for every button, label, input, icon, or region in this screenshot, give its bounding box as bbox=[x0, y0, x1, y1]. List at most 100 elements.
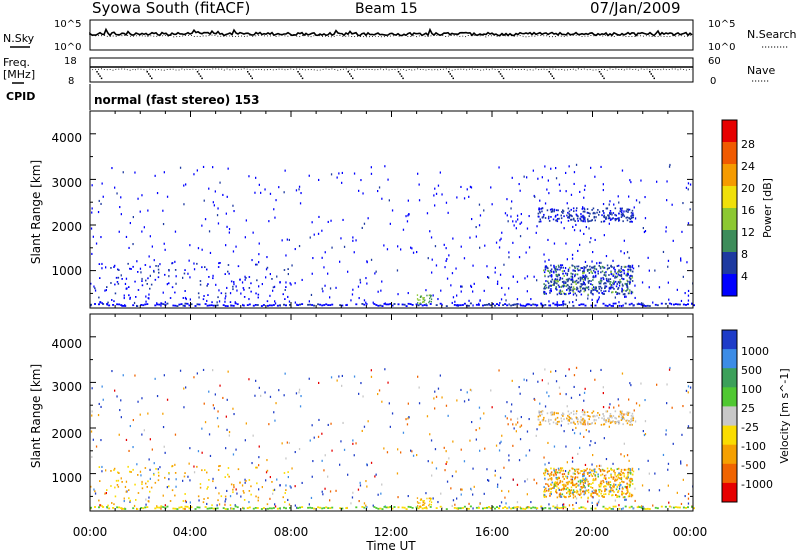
velocity-cell bbox=[600, 482, 603, 485]
power-cell bbox=[665, 230, 667, 233]
velocity-cell bbox=[193, 465, 195, 468]
velocity-cell bbox=[389, 506, 392, 508]
power-cell bbox=[341, 181, 343, 184]
velocity-cell bbox=[618, 422, 621, 424]
velocity-cell bbox=[612, 494, 614, 496]
power-cell bbox=[353, 172, 356, 175]
velocity-cell bbox=[569, 417, 572, 420]
velocity-cell bbox=[519, 392, 521, 395]
velocity-cell bbox=[557, 476, 559, 479]
power-cell bbox=[424, 299, 426, 301]
velocity-cell bbox=[446, 480, 449, 483]
velocity-cell bbox=[539, 421, 541, 424]
power-cell bbox=[582, 220, 584, 223]
power-cell bbox=[594, 212, 596, 215]
velocity-cell bbox=[232, 491, 234, 494]
velocity-cell bbox=[381, 483, 383, 486]
power-cell bbox=[482, 304, 484, 307]
power-colorbar-label: Power [dB] bbox=[761, 178, 774, 238]
nave-drop-mark bbox=[598, 71, 601, 73]
power-cell bbox=[470, 186, 473, 189]
power-cell bbox=[608, 222, 610, 225]
velocity-cell bbox=[603, 477, 605, 479]
power-cell bbox=[550, 288, 552, 290]
velocity-cell bbox=[597, 501, 600, 504]
velocity-cell bbox=[494, 474, 496, 477]
velocity-cell bbox=[627, 468, 629, 471]
power-cell bbox=[556, 282, 558, 285]
power-cell bbox=[555, 286, 557, 288]
velocity-cell bbox=[667, 462, 670, 465]
power-cell bbox=[541, 210, 543, 213]
power-cell bbox=[284, 298, 286, 300]
power-cell bbox=[446, 258, 448, 261]
velocity-cell bbox=[599, 488, 602, 491]
velocity-cell bbox=[654, 506, 657, 509]
power-cell bbox=[294, 282, 296, 285]
velocity-cell bbox=[115, 479, 118, 482]
power-cell bbox=[294, 248, 296, 251]
power-cell bbox=[260, 191, 262, 194]
power-cell bbox=[504, 212, 507, 215]
velocity-cell bbox=[589, 471, 592, 474]
power-cell bbox=[626, 284, 628, 287]
power-cell bbox=[618, 284, 621, 287]
velocity-cell bbox=[621, 493, 623, 496]
velocity-cell bbox=[687, 497, 690, 500]
velocity-cell bbox=[194, 508, 197, 510]
velocity-cell bbox=[524, 480, 526, 483]
power-cell bbox=[548, 300, 550, 303]
power-cell bbox=[452, 296, 455, 299]
power-cell bbox=[134, 171, 136, 174]
power-cell bbox=[685, 304, 687, 306]
power-cell bbox=[587, 286, 590, 288]
power-cell bbox=[587, 218, 589, 221]
velocity-cell bbox=[424, 502, 426, 504]
velocity-cell bbox=[620, 468, 623, 471]
velocity-cell bbox=[450, 487, 452, 490]
velocity-cell bbox=[321, 490, 323, 493]
power-cell bbox=[563, 227, 565, 230]
power-cell bbox=[571, 278, 573, 281]
velocity-cell bbox=[555, 370, 557, 373]
velocity-cell bbox=[478, 427, 481, 430]
power-cell bbox=[627, 208, 629, 211]
velocity-cell bbox=[470, 487, 472, 490]
power-cell bbox=[429, 230, 431, 233]
power-cell bbox=[624, 302, 627, 305]
power-cell bbox=[172, 304, 175, 307]
velocity-cell bbox=[156, 505, 158, 508]
velocity-cell bbox=[560, 420, 563, 423]
velocity-cell bbox=[431, 474, 433, 477]
power-cell bbox=[602, 302, 605, 305]
velocity-cell bbox=[104, 492, 106, 495]
power-cell bbox=[241, 281, 244, 284]
power-cell bbox=[603, 234, 605, 237]
power-cell bbox=[630, 217, 633, 219]
velocity-cell bbox=[567, 419, 569, 422]
velocity-cell bbox=[512, 507, 515, 509]
power-cell bbox=[117, 268, 119, 271]
power-cell bbox=[546, 188, 548, 191]
velocity-cell bbox=[570, 411, 572, 414]
freq-left-tick-bottom: 8 bbox=[68, 76, 74, 87]
power-cell bbox=[612, 286, 614, 289]
velocity-cell bbox=[463, 505, 466, 508]
power-cell bbox=[545, 292, 547, 295]
velocity-cell bbox=[599, 482, 602, 485]
velocity-cell bbox=[562, 507, 564, 510]
power-cell bbox=[164, 301, 166, 304]
power-cell bbox=[197, 247, 200, 250]
velocity-cell bbox=[555, 482, 558, 485]
velocity-cell bbox=[275, 402, 277, 405]
velocity-cell bbox=[215, 486, 217, 489]
velocity-cell bbox=[536, 482, 538, 485]
power-cell bbox=[282, 293, 284, 296]
power-cell bbox=[224, 305, 227, 307]
power-cell bbox=[580, 293, 583, 296]
velocity-cell bbox=[445, 462, 447, 465]
velocity-cell bbox=[606, 467, 609, 470]
power-cell bbox=[586, 264, 588, 267]
power-cell bbox=[460, 185, 462, 188]
power-cell bbox=[429, 300, 431, 303]
